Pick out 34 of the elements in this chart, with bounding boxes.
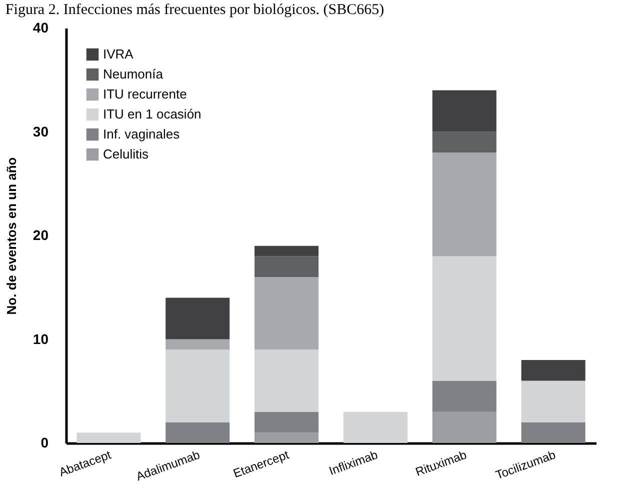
y-axis-title: No. de eventos en un año — [4, 157, 19, 315]
bar — [254, 412, 319, 433]
chart-title: Figura 2. Infecciones más frecuentes por biológicos. (SBC665) — [5, 2, 384, 18]
bar — [343, 412, 408, 443]
bar — [166, 298, 230, 340]
bar — [254, 350, 319, 412]
legend-label: Neumonía — [103, 66, 164, 82]
y-tick-label: 30 — [32, 123, 49, 140]
bar — [254, 256, 319, 277]
bar — [254, 277, 319, 350]
bar — [432, 256, 496, 381]
legend-label: Inf. vaginales — [103, 126, 180, 142]
bar — [254, 246, 319, 256]
bar — [166, 339, 230, 350]
bar — [166, 422, 230, 443]
y-tick-label: 20 — [32, 227, 49, 243]
legend-label: ITU recurrente — [103, 86, 187, 102]
bar — [521, 380, 586, 422]
y-tick-label: 0 — [40, 434, 49, 450]
bar — [432, 152, 496, 256]
bar — [166, 350, 230, 422]
legend-label: Celulitis — [103, 146, 150, 162]
bar — [521, 360, 586, 381]
bar — [76, 432, 141, 443]
bar — [432, 90, 496, 132]
bar — [432, 132, 496, 152]
bar — [432, 412, 496, 443]
legend-label: IVRA — [103, 46, 134, 62]
bar — [521, 422, 586, 443]
bar — [254, 432, 319, 443]
y-tick-label: 10 — [32, 330, 49, 347]
legend-label: ITU en 1 ocasión — [103, 106, 202, 122]
bar — [432, 380, 496, 412]
y-tick-label: 40 — [32, 20, 49, 36]
